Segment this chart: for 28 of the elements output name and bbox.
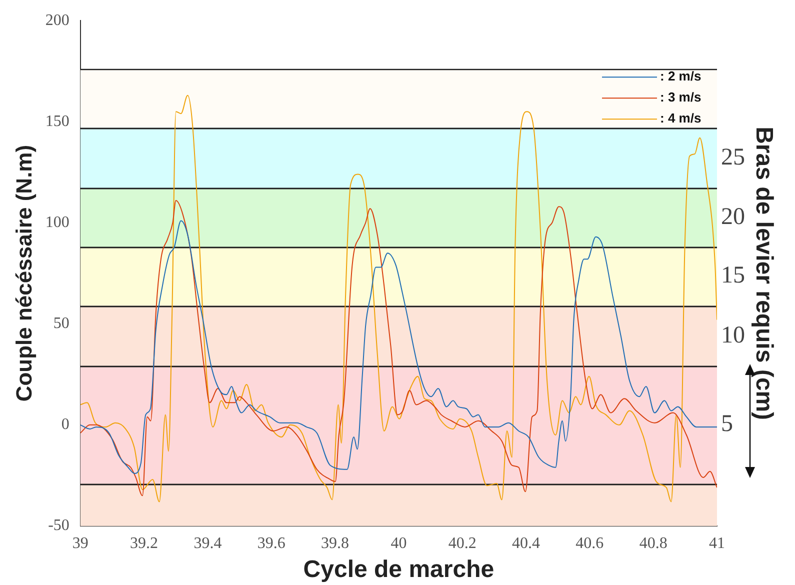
x-tick-label: 39.6 xyxy=(257,534,286,552)
y2-axis-title: Bras de levier requis (cm) xyxy=(750,126,778,420)
x-tick-label: 39.4 xyxy=(194,534,222,552)
x-tick-label: 40.2 xyxy=(448,534,476,552)
band-label: 20 xyxy=(721,204,745,230)
x-tick-label: 39.8 xyxy=(321,534,350,552)
x-tick-label: 40.8 xyxy=(639,534,668,552)
band-label: 5 xyxy=(721,411,733,438)
y-tick-label: 0 xyxy=(61,416,70,434)
band-label: 25 xyxy=(721,144,745,170)
y-axis-title: Couple nécéssaire (N.m) xyxy=(11,144,36,402)
legend-label: : 3 m/s xyxy=(660,90,702,105)
y-tick-label: 150 xyxy=(45,112,70,130)
x-tick-label: 40 xyxy=(390,534,407,552)
legend-label: : 2 m/s xyxy=(660,68,702,84)
y-tick-label: 50 xyxy=(53,315,70,332)
x-tick-label: 39.2 xyxy=(130,534,158,552)
y-tick-label: 200 xyxy=(45,12,70,29)
band-label: 10 xyxy=(721,322,745,348)
x-tick-label: 40.6 xyxy=(576,534,604,552)
x-tick-label: 40.4 xyxy=(512,534,540,552)
x-tick-label: 39 xyxy=(72,534,88,552)
y-tick-label: -50 xyxy=(48,517,70,534)
legend-label: : 4 m/s xyxy=(660,110,702,126)
y-tick-label: 100 xyxy=(45,214,70,231)
x-axis-title: Cycle de marche xyxy=(303,556,494,584)
x-tick-label: 41 xyxy=(709,534,725,552)
band-label: 15 xyxy=(721,262,745,289)
